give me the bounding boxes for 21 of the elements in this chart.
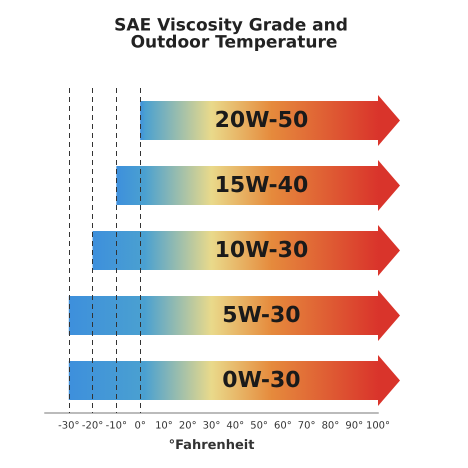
x-tick-label: -20° bbox=[82, 420, 104, 432]
x-tick-label: 20° bbox=[178, 420, 197, 432]
y-tick-label: 15W-40 bbox=[214, 173, 308, 198]
x-tick-label: 10° bbox=[155, 420, 173, 432]
x-tick-label: 0° bbox=[134, 420, 146, 432]
x-tick-label: 50° bbox=[250, 420, 268, 432]
y-tick-label: 0W-30 bbox=[222, 368, 301, 393]
x-tick-label: 100° bbox=[366, 420, 390, 432]
y-tick-label: 5W-30 bbox=[222, 303, 301, 328]
x-tick-label: 80° bbox=[322, 420, 340, 432]
x-tick-label: 90° bbox=[345, 420, 364, 432]
x-axis-title: °Fahrenheit bbox=[168, 438, 254, 453]
y-tick-label: 20W-50 bbox=[214, 108, 308, 133]
x-tick-label: 30° bbox=[202, 420, 220, 432]
x-tick-label: 60° bbox=[274, 420, 292, 432]
x-tick-label: -10° bbox=[106, 420, 128, 432]
y-tick-label: 10W-30 bbox=[214, 238, 308, 263]
x-tick-label: -30° bbox=[58, 420, 80, 432]
chart-title: SAE Viscosity Grade and Outdoor Temperature bbox=[114, 16, 354, 52]
x-tick-label: 40° bbox=[226, 420, 244, 432]
x-tick-label: 70° bbox=[298, 420, 316, 432]
